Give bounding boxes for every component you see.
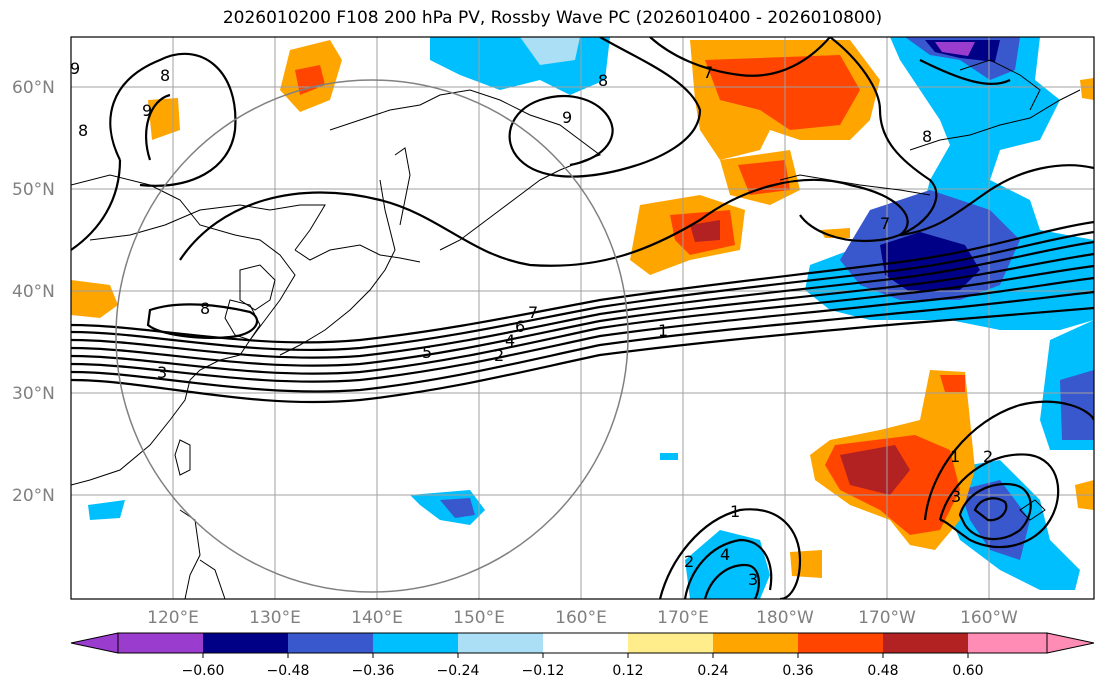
colorbar: −0.60 −0.48 −0.36 −0.24 −0.12 0.12 0.24 …	[70, 632, 1095, 679]
contour-label: 8	[922, 127, 932, 146]
negative-anomaly-region	[520, 37, 580, 65]
contour-label: 1	[658, 321, 668, 340]
lat-label: 50°N	[12, 180, 55, 200]
contour-label: 7	[880, 214, 890, 233]
contour-label: 2	[684, 552, 694, 571]
contour-label: 7	[703, 63, 713, 82]
lon-label: 170°E	[657, 608, 709, 628]
positive-anomaly-region	[1080, 78, 1094, 100]
positive-anomaly-region	[71, 280, 118, 318]
colorbar-frame	[117, 632, 1048, 654]
positive-anomaly-region	[690, 220, 720, 242]
contour-label: 8	[160, 66, 170, 85]
contour-label: 8	[78, 121, 88, 140]
positive-anomaly-region	[790, 550, 822, 578]
colorbar-swatch	[798, 633, 883, 653]
colorbar-swatch	[203, 633, 288, 653]
negative-anomaly-region	[685, 530, 770, 599]
latitude-labels: 60°N 50°N 40°N 30°N 20°N	[12, 78, 55, 506]
negative-anomaly-region	[935, 42, 975, 56]
positive-anomaly-region	[705, 55, 860, 130]
contour-labels: 9 8 9 8 9 7 8 8 7 8 7 6 5 4 3 2 1 1 2 3 …	[70, 59, 993, 589]
positive-anomaly-region	[148, 98, 180, 140]
lon-label: 160°W	[960, 608, 1018, 628]
map-frame	[70, 36, 1095, 600]
contour-label: 4	[720, 545, 730, 564]
contour-label: 3	[748, 570, 758, 589]
contour-label: 1	[730, 502, 740, 521]
colorbar-swatch	[543, 633, 628, 653]
contour-label: 7	[528, 303, 538, 322]
negative-anomaly-region	[660, 453, 678, 460]
colorbar-swatch	[628, 633, 713, 653]
positive-anomaly-region	[840, 445, 910, 495]
colorbar-swatch	[968, 633, 1047, 653]
contour-label: 3	[157, 363, 167, 382]
colorbar-swatch	[288, 633, 373, 653]
colorbar-tick-label: −0.48	[267, 663, 310, 679]
lat-label: 20°N	[12, 486, 55, 506]
colorbar-tick-label: 0.12	[612, 663, 643, 679]
lon-label: 170°W	[858, 608, 916, 628]
contour-label: 8	[598, 71, 608, 90]
contour-label: 3	[951, 487, 961, 506]
lon-label: 150°E	[453, 608, 505, 628]
positive-anomaly-region	[940, 375, 965, 392]
lon-label: 140°E	[351, 608, 403, 628]
negative-anomaly-region	[88, 500, 125, 520]
contour-label: 9	[70, 59, 80, 78]
negative-anomaly-region	[1060, 370, 1094, 440]
contour-label: 9	[562, 108, 572, 127]
colorbar-tick-label: −0.24	[437, 663, 480, 679]
negative-anomaly-region	[440, 498, 475, 518]
colorbar-tick-label: 0.60	[952, 663, 983, 679]
contour-label: 1	[950, 447, 960, 466]
contour-label: 9	[142, 101, 152, 120]
lat-label: 40°N	[12, 282, 55, 302]
colorbar-tick-label: −0.36	[352, 663, 395, 679]
colorbar-tick-label: 0.36	[782, 663, 813, 679]
lon-label: 180°W	[756, 608, 814, 628]
contour-label: 8	[200, 299, 210, 318]
pv-contours	[71, 37, 1094, 599]
lat-label: 60°N	[12, 78, 55, 98]
colorbar-tick-label: −0.12	[522, 663, 565, 679]
negative-anomaly-region	[430, 37, 610, 95]
colorbar-swatch	[713, 633, 798, 653]
lon-label: 130°E	[249, 608, 301, 628]
colorbar-tick-label: −0.60	[182, 663, 225, 679]
contour-label: 2	[494, 346, 504, 365]
contour-label: 5	[422, 343, 432, 362]
lat-label: 30°N	[12, 384, 55, 404]
contour-label: 4	[505, 331, 515, 350]
positive-anomaly-region	[738, 160, 790, 195]
contour-label: 6	[515, 317, 525, 336]
colorbar-tick-label: 0.24	[697, 663, 728, 679]
colorbar-swatch	[883, 633, 968, 653]
colorbar-min-extend	[70, 632, 119, 654]
figure-title: 2026010200 F108 200 hPa PV, Rossby Wave …	[222, 8, 883, 28]
range-circle	[115, 79, 629, 593]
lon-label: 160°E	[555, 608, 607, 628]
colorbar-max-extend	[1046, 632, 1095, 654]
colorbar-swatch	[458, 633, 543, 653]
lon-label: 120°E	[147, 608, 199, 628]
longitude-labels: 120°E 130°E 140°E 150°E 160°E 170°E 180°…	[147, 608, 1018, 628]
colorbar-tick-label: 0.48	[867, 663, 898, 679]
colorbar-swatch	[373, 633, 458, 653]
contour-label: 2	[983, 447, 993, 466]
colorbar-swatch	[118, 633, 203, 653]
